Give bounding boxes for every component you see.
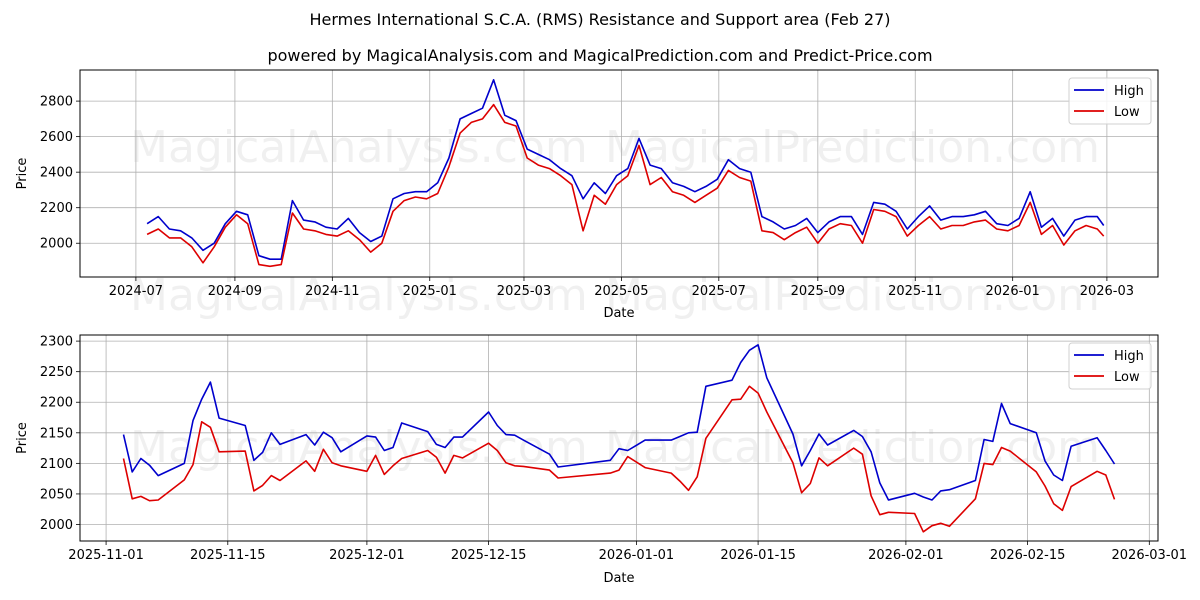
- legend: High Low: [1068, 342, 1152, 390]
- x-tick-label: 2024-09: [208, 284, 262, 299]
- legend-label-high: High: [1114, 349, 1144, 364]
- series-line-high: [146, 79, 1105, 261]
- y-tick-label: 2100: [40, 457, 73, 472]
- x-tick-label: 2025-05: [594, 284, 648, 299]
- watermark-text: MagicalPrediction.com: [605, 122, 1100, 173]
- legend-label-low: Low: [1114, 105, 1140, 120]
- plot-frame: [79, 334, 1159, 542]
- chart-panel-2: MagicalAnalysis.com MagicalPrediction.com…: [15, 334, 1188, 586]
- y-tick-label: 2150: [40, 426, 73, 441]
- x-tick-label: 2024-07: [109, 284, 163, 299]
- x-tick-label: 2025-12-15: [451, 548, 527, 563]
- y-tick-label: 2600: [40, 130, 73, 145]
- legend-label-high: High: [1114, 84, 1144, 99]
- x-tick-label: 2025-01: [403, 284, 457, 299]
- x-tick-label: 2025-12-01: [329, 548, 405, 563]
- y-tick-label: 2200: [40, 396, 73, 411]
- x-tick-label: 2026-01-01: [599, 548, 675, 563]
- chart-subtitle: powered by MagicalAnalysis.com and Magic…: [267, 46, 933, 65]
- y-axis-label: Price: [15, 158, 30, 190]
- series-line-high: [122, 343, 1116, 501]
- x-tick-label: 2026-02-15: [990, 548, 1066, 563]
- watermark-text: MagicalAnalysis.com: [130, 122, 588, 173]
- legend: High Low: [1068, 77, 1152, 125]
- y-tick-label: 2800: [40, 95, 73, 110]
- x-tick-label: 2026-01: [986, 284, 1040, 299]
- y-tick-label: 2000: [40, 237, 73, 252]
- y-tick-label: 2200: [40, 201, 73, 216]
- x-tick-label: 2026-03-01: [1112, 548, 1188, 563]
- legend-label-low: Low: [1114, 370, 1140, 385]
- y-tick-label: 2300: [40, 335, 73, 350]
- x-tick-label: 2026-01-15: [720, 548, 796, 563]
- x-axis-label: Date: [603, 571, 634, 586]
- y-tick-label: 2250: [40, 365, 73, 380]
- x-tick-label: 2025-11: [888, 284, 942, 299]
- y-tick-label: 2400: [40, 166, 73, 181]
- watermark-text: MagicalPrediction.com: [605, 270, 1100, 321]
- x-tick-label: 2025-09: [791, 284, 845, 299]
- chart-title: Hermes International S.C.A. (RMS) Resist…: [309, 10, 891, 29]
- x-tick-label: 2025-11-15: [190, 548, 266, 563]
- x-tick-label: 2025-07: [692, 284, 746, 299]
- y-tick-label: 2050: [40, 487, 73, 502]
- x-tick-label: 2024-11: [305, 284, 359, 299]
- series-line-low: [146, 103, 1105, 268]
- series-line-low: [122, 385, 1116, 533]
- x-tick-label: 2026-03: [1080, 284, 1134, 299]
- x-axis-label: Date: [603, 306, 634, 321]
- watermark-text: MagicalAnalysis.com: [130, 270, 588, 321]
- x-tick-label: 2025-11-01: [68, 548, 144, 563]
- plot-frame: [79, 69, 1159, 278]
- chart-panel-1: MagicalAnalysis.com MagicalPrediction.com…: [15, 69, 1159, 321]
- x-tick-label: 2025-03: [497, 284, 551, 299]
- y-axis-label: Price: [15, 422, 30, 454]
- y-tick-label: 2000: [40, 518, 73, 533]
- x-tick-label: 2026-02-01: [868, 548, 944, 563]
